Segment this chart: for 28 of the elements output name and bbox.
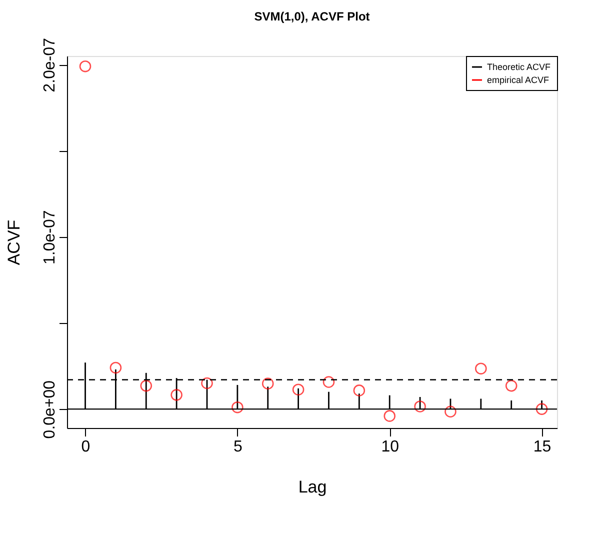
x-tick-label: 0 (81, 438, 90, 456)
point (79, 60, 92, 72)
point (353, 384, 366, 396)
y-axis-title: ACVF (4, 220, 24, 266)
point (536, 403, 548, 415)
x-tick-label: 15 (533, 438, 552, 456)
point (444, 406, 456, 418)
point (292, 384, 304, 396)
point (232, 401, 244, 414)
point (140, 380, 152, 392)
x-axis-title: Lag (298, 478, 327, 496)
y-tick-label: 0.0e+00 (42, 380, 58, 439)
point (170, 389, 182, 401)
point (505, 380, 518, 392)
chart-title: SVM(1,0), ACVF Plot (254, 9, 370, 24)
point (262, 378, 274, 390)
x-tick-label: 5 (233, 438, 242, 456)
point (201, 377, 213, 390)
legend-label: empirical ACVF (487, 75, 550, 85)
point (414, 400, 426, 412)
y-tick-label: 2.0e-07 (42, 38, 58, 92)
legend-label: Theoretic ACVF (487, 62, 552, 72)
y-tick-label: 1.0e-07 (42, 210, 58, 264)
point (110, 362, 122, 374)
point (322, 376, 335, 388)
point (384, 410, 396, 422)
point (475, 362, 487, 374)
x-tick-label: 10 (381, 438, 400, 456)
